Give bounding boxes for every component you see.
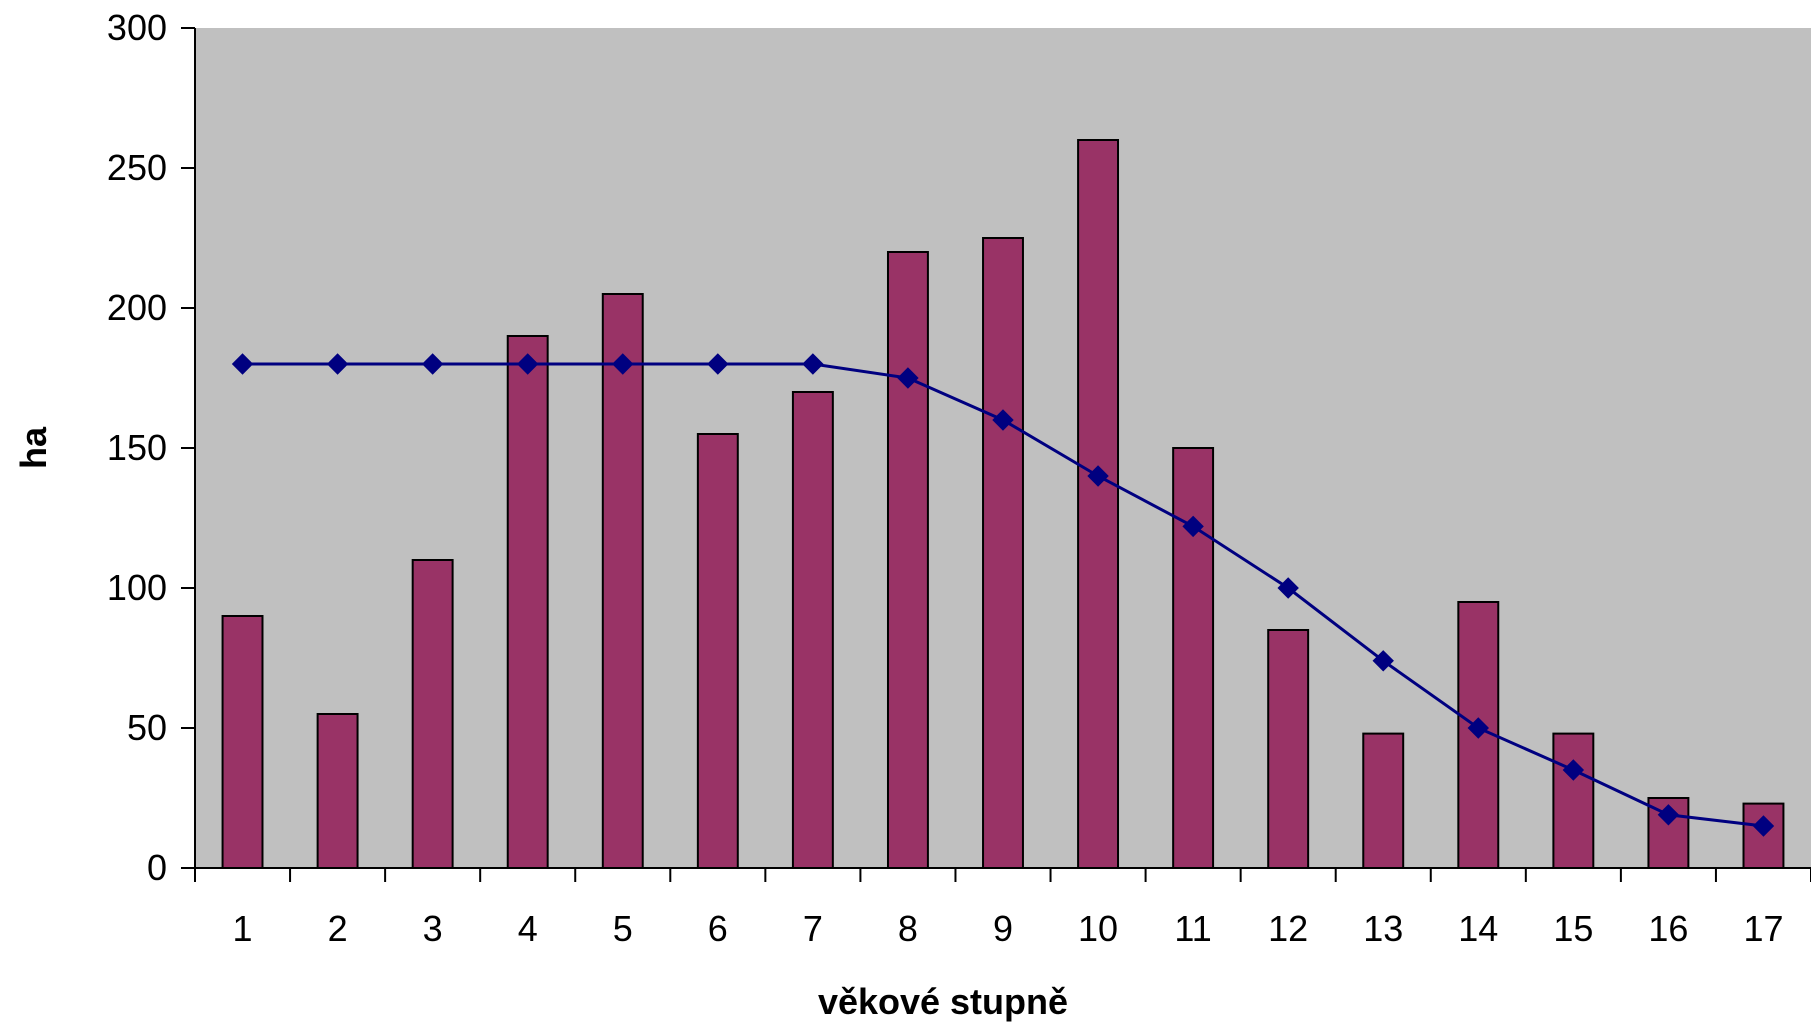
x-tick-label-16: 16 bbox=[1648, 908, 1688, 949]
x-tick-label-17: 17 bbox=[1743, 908, 1783, 949]
bar-4 bbox=[506, 335, 549, 869]
line-point-6 bbox=[707, 353, 729, 375]
line-point-8 bbox=[897, 367, 919, 389]
x-tick-label-2: 2 bbox=[328, 908, 348, 949]
bar-15 bbox=[1552, 732, 1595, 869]
x-tick-label-10: 10 bbox=[1078, 908, 1118, 949]
line-point-3 bbox=[421, 353, 444, 375]
y-tick-label-300: 300 bbox=[107, 7, 167, 48]
bar-11 bbox=[1172, 447, 1215, 869]
bar-8 bbox=[886, 251, 929, 869]
line-point-5 bbox=[612, 353, 634, 375]
bar-7 bbox=[791, 391, 834, 869]
line-point-15 bbox=[1562, 759, 1585, 781]
y-tick-labels: 0 50 100 150 200 250 300 bbox=[107, 7, 167, 888]
y-tick-label-50: 50 bbox=[127, 707, 167, 748]
x-tick-label-12: 12 bbox=[1268, 908, 1308, 949]
line-point-13 bbox=[1372, 650, 1394, 672]
y-tick-label-100: 100 bbox=[107, 567, 167, 608]
line-point-2 bbox=[326, 353, 349, 375]
line-point-10 bbox=[1087, 465, 1109, 487]
x-tick-label-15: 15 bbox=[1553, 908, 1593, 949]
x-axis-title: věkové stupně bbox=[818, 981, 1068, 1022]
x-tick-label-9: 9 bbox=[993, 908, 1013, 949]
line-point-11 bbox=[1182, 515, 1204, 538]
x-tick-label-3: 3 bbox=[423, 908, 443, 949]
bar-12 bbox=[1267, 629, 1310, 869]
line-point-9 bbox=[992, 409, 1014, 431]
x-tick-label-8: 8 bbox=[898, 908, 918, 949]
y-tick-label-0: 0 bbox=[147, 847, 167, 888]
axes bbox=[181, 27, 1811, 882]
x-tick-label-6: 6 bbox=[708, 908, 728, 949]
x-tick-label-14: 14 bbox=[1458, 908, 1498, 949]
line-point-14 bbox=[1467, 717, 1490, 739]
bar-6 bbox=[696, 433, 739, 869]
line-point-16 bbox=[1657, 804, 1680, 826]
x-tick-label-1: 1 bbox=[233, 908, 253, 949]
y-tick-label-250: 250 bbox=[107, 147, 167, 188]
bar-1 bbox=[221, 615, 264, 869]
line-series bbox=[231, 353, 1775, 837]
bar-5 bbox=[601, 293, 644, 869]
bar-9 bbox=[982, 237, 1024, 869]
line-point-1 bbox=[231, 353, 254, 375]
y-axis-title: ha bbox=[13, 426, 54, 469]
y-tick-label-150: 150 bbox=[107, 427, 167, 468]
x-tick-label-13: 13 bbox=[1363, 908, 1403, 949]
bar-13 bbox=[1362, 732, 1405, 869]
bar-3 bbox=[411, 559, 454, 869]
y-tick-label-200: 200 bbox=[107, 287, 167, 328]
x-tick-label-7: 7 bbox=[803, 908, 823, 949]
x-tick-label-4: 4 bbox=[518, 908, 538, 949]
line-point-17 bbox=[1752, 815, 1775, 837]
line-point-12 bbox=[1277, 577, 1299, 599]
line-point-4 bbox=[516, 353, 539, 375]
bar-10 bbox=[1077, 139, 1120, 869]
x-tick-labels: 1 2 3 4 5 6 7 8 9 10 11 12 13 14 15 16 17 bbox=[233, 908, 1784, 949]
bar-2 bbox=[316, 713, 359, 869]
x-tick-label-5: 5 bbox=[613, 908, 633, 949]
bar-series bbox=[221, 139, 1785, 869]
line-point-7 bbox=[802, 353, 824, 375]
x-tick-label-11: 11 bbox=[1174, 908, 1211, 949]
